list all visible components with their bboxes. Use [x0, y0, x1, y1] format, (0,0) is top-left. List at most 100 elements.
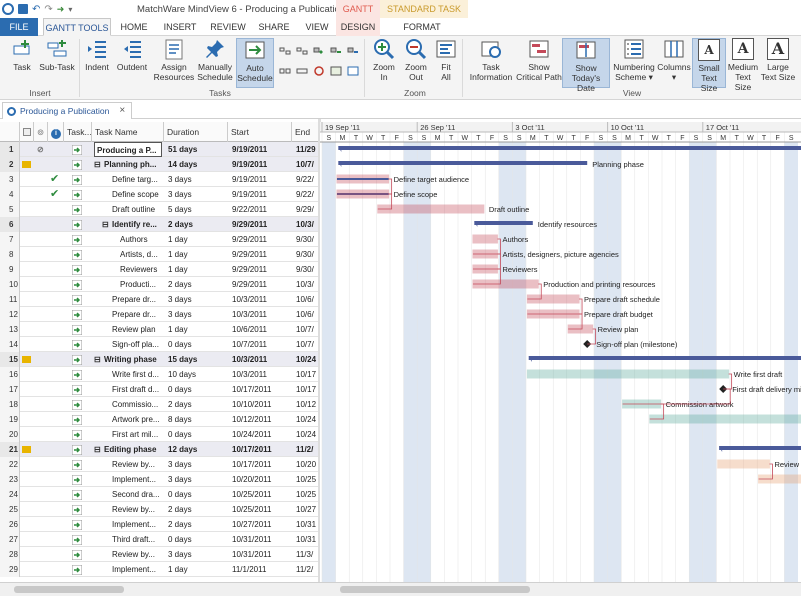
task-end[interactable]: 9/29/: [296, 205, 314, 214]
header-select-all[interactable]: [20, 122, 34, 142]
task-name[interactable]: Producti...: [120, 280, 157, 289]
task-duration[interactable]: 0 days: [168, 385, 192, 394]
table-row[interactable]: 27 Third draft... 0 days 10/31/2011 10/31: [0, 532, 319, 547]
task-duration[interactable]: 15 days: [168, 355, 198, 364]
task-end[interactable]: 11/2/: [296, 445, 314, 454]
task-name[interactable]: Commissio...: [112, 400, 159, 409]
export-icon[interactable]: ➜: [56, 3, 65, 14]
task-name[interactable]: Third draft...: [112, 535, 156, 544]
task-name[interactable]: Second dra...: [112, 490, 160, 499]
table-row[interactable]: 9 Reviewers 1 day 9/29/2011 9/30/: [0, 262, 319, 277]
table-row[interactable]: 17 First draft d... 0 days 10/17/2011 10/17: [0, 382, 319, 397]
show-critical-path-button[interactable]: Show Critical Path: [516, 38, 562, 82]
task-start[interactable]: 9/22/2011: [232, 205, 267, 214]
task-name[interactable]: Review by...: [112, 460, 155, 469]
table-row[interactable]: 22 Review by... 3 days 10/17/2011 10/20: [0, 457, 319, 472]
task-duration[interactable]: 1 day: [168, 565, 188, 574]
task-start[interactable]: 9/29/2011: [232, 220, 268, 229]
task-end[interactable]: 10/6/: [296, 295, 314, 304]
large-text-size-button[interactable]: A Large Text Size: [760, 38, 796, 82]
table-row[interactable]: 1 ⊘ Producing a P... 51 days 9/19/2011 11/29: [0, 142, 319, 157]
task-end[interactable]: 10/7/: [296, 325, 314, 334]
show-todays-date-button[interactable]: Show Today's Date: [562, 38, 610, 93]
horizontal-scrollbar[interactable]: [0, 582, 801, 596]
task-duration[interactable]: 12 days: [168, 445, 198, 454]
auto-schedule-button[interactable]: Auto Schedule: [236, 38, 274, 88]
row-number[interactable]: 6: [0, 217, 20, 232]
task-name[interactable]: Review by...: [112, 505, 155, 514]
task-start[interactable]: 9/19/2011: [232, 160, 268, 169]
row-number[interactable]: 19: [0, 412, 20, 427]
customize-icon[interactable]: ▾: [68, 4, 73, 14]
zoom-in-button[interactable]: Zoom In: [369, 38, 399, 82]
numbering-scheme-button[interactable]: Numbering Scheme ▾: [612, 38, 656, 82]
task-name[interactable]: First draft d...: [112, 385, 160, 394]
row-number[interactable]: 25: [0, 502, 20, 517]
task-duration[interactable]: 10 days: [168, 370, 197, 379]
unlink-tasks-icon[interactable]: [279, 66, 291, 76]
task-duration[interactable]: 3 days: [168, 175, 192, 184]
task-start[interactable]: 10/3/2011: [232, 295, 267, 304]
task-end[interactable]: 10/7/: [296, 160, 314, 169]
task-end[interactable]: 10/12: [296, 400, 317, 409]
table-row[interactable]: 12 Prepare dr... 3 days 10/3/2011 10/6/: [0, 307, 319, 322]
task-color-icon[interactable]: [330, 46, 342, 56]
table-row[interactable]: 7 Authors 1 day 9/29/2011 9/30/: [0, 232, 319, 247]
attachment-icon[interactable]: ⊘: [37, 145, 44, 154]
task-end[interactable]: 10/24: [296, 415, 317, 424]
task-name[interactable]: Sign-off pla...: [112, 340, 159, 349]
task-start[interactable]: 10/25/2011: [232, 490, 272, 499]
task-end[interactable]: 10/3/: [296, 220, 314, 229]
task-start[interactable]: 10/6/2011: [232, 325, 267, 334]
task-style-icon[interactable]: [330, 66, 342, 76]
task-start[interactable]: 10/24/2011: [232, 430, 272, 439]
task-start[interactable]: 9/29/2011: [232, 280, 267, 289]
task-duration[interactable]: 3 days: [168, 190, 192, 199]
row-number[interactable]: 29: [0, 562, 20, 577]
table-row[interactable]: 25 Review by... 2 days 10/25/2011 10/27: [0, 502, 319, 517]
task-duration[interactable]: 8 days: [168, 415, 192, 424]
task-start[interactable]: 11/1/2011: [232, 565, 267, 574]
task-end[interactable]: 9/22/: [296, 190, 314, 199]
table-row[interactable]: 26 Implement... 2 days 10/27/2011 10/31: [0, 517, 319, 532]
task-duration[interactable]: 0 days: [168, 490, 192, 499]
task-end[interactable]: 10/17: [296, 370, 317, 379]
manually-schedule-button[interactable]: Manually Schedule: [196, 38, 234, 82]
task-name[interactable]: Artists, d...: [120, 250, 158, 259]
task-duration[interactable]: 2 days: [168, 400, 192, 409]
collapse-toggle[interactable]: ⊟: [94, 160, 101, 169]
link-tasks-icon[interactable]: [279, 46, 291, 56]
row-number[interactable]: 5: [0, 202, 20, 217]
header-task-name[interactable]: Task Name: [92, 122, 164, 142]
table-row[interactable]: 23 Implement... 3 days 10/20/2011 10/25: [0, 472, 319, 487]
task-end[interactable]: 10/25: [296, 490, 317, 499]
row-number[interactable]: 28: [0, 547, 20, 562]
tab-view[interactable]: VIEW: [305, 22, 329, 32]
task-start[interactable]: 9/19/2011: [232, 145, 268, 154]
header-task-mode[interactable]: Task...: [64, 122, 92, 142]
tab-share[interactable]: SHARE: [258, 22, 290, 32]
task-button[interactable]: Task: [6, 38, 38, 72]
task-duration[interactable]: 3 days: [168, 295, 192, 304]
table-row[interactable]: 4 ✔ Define scope 3 days 9/19/2011 9/22/: [0, 187, 319, 202]
task-duration[interactable]: 3 days: [168, 475, 192, 484]
task-name[interactable]: Implement...: [112, 475, 157, 484]
task-start[interactable]: 9/19/2011: [232, 175, 267, 184]
task-duration[interactable]: 2 days: [168, 220, 193, 229]
task-end[interactable]: 9/30/: [296, 250, 314, 259]
task-duration[interactable]: 51 days: [168, 145, 198, 154]
table-row[interactable]: 20 First art mil... 0 days 10/24/2011 10/24: [0, 427, 319, 442]
task-end[interactable]: 9/22/: [296, 175, 314, 184]
row-number[interactable]: 22: [0, 457, 20, 472]
task-name[interactable]: Prepare dr...: [112, 295, 157, 304]
split-task-icon[interactable]: [296, 46, 308, 56]
task-end[interactable]: 10/20: [296, 460, 317, 469]
row-number[interactable]: 9: [0, 262, 20, 277]
row-number[interactable]: 2: [0, 157, 20, 172]
task-duration[interactable]: 0 days: [168, 340, 192, 349]
row-number[interactable]: 11: [0, 292, 20, 307]
row-number[interactable]: 21: [0, 442, 20, 457]
task-end[interactable]: 10/27: [296, 505, 317, 514]
task-name[interactable]: Identify re...: [112, 220, 157, 229]
task-duration[interactable]: 3 days: [168, 460, 192, 469]
